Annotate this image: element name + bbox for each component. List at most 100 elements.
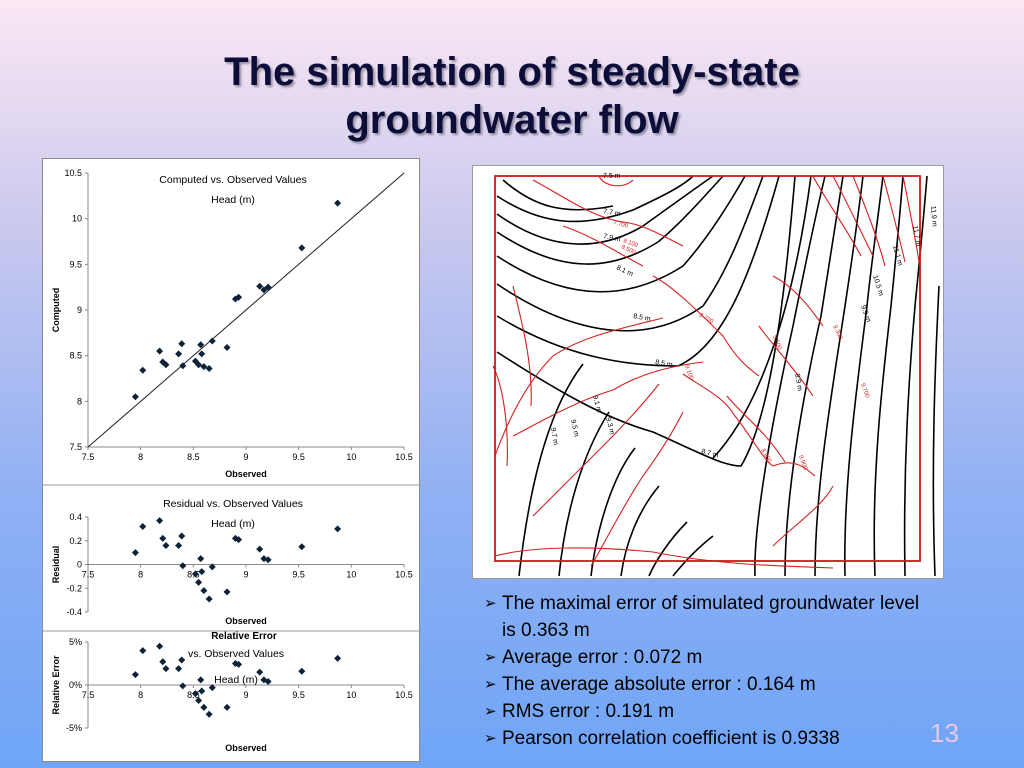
data-point: [198, 568, 206, 576]
y-axis-label: Relative Error: [51, 655, 61, 715]
computed-contour-line: [932, 285, 940, 577]
computed-contour-line: [502, 179, 614, 211]
observed-contour-line: [812, 175, 862, 257]
data-point: [131, 671, 139, 679]
data-point: [264, 556, 272, 564]
observed-contour-line: [772, 462, 816, 477]
bullet-text: The average absolute error : 0.164 m: [502, 674, 816, 695]
computed-contour-label: 7.9 m: [603, 233, 622, 244]
computed-contour-line: [496, 175, 724, 265]
x-tick-label: 9.5: [292, 452, 305, 462]
observed-contour-line: [492, 365, 508, 467]
observed-contour-label: 8.100: [622, 238, 639, 249]
computed-contour-label: 9.3 m: [604, 417, 615, 436]
page-number: 13: [930, 718, 959, 748]
x-tick-label: 8: [138, 690, 143, 700]
bullet-item: ➢ The maximal error of simulated groundwa…: [484, 590, 924, 644]
observed-contour-label: 8.700: [698, 313, 715, 326]
x-tick-label: 10.5: [395, 452, 413, 462]
observed-contour-line: [494, 317, 664, 457]
arrow-bullet-icon: ➢: [484, 595, 497, 612]
model-boundary: [494, 175, 921, 562]
data-point: [223, 588, 231, 596]
arrow-bullet-icon: ➢: [484, 676, 497, 693]
observed-contour-line: [532, 179, 684, 247]
chart-title-line-2: vs. Observed Values: [188, 648, 284, 660]
computed-contour-line: [558, 411, 610, 577]
data-point: [208, 684, 216, 692]
computed-contour-line: [672, 535, 714, 577]
data-point: [179, 562, 187, 570]
computed-contour-label: 9.7 m: [549, 427, 559, 446]
computed-contour-label: 9.5 m: [569, 419, 580, 438]
one-to-one-line: [87, 172, 405, 448]
bullet-item: ➢ RMS error : 0.191 m: [484, 698, 924, 725]
chart-title: Residual vs. Observed Values: [163, 498, 303, 510]
data-point: [159, 534, 167, 542]
computed-contour-label: 8.9 m: [793, 373, 803, 392]
data-point: [235, 536, 243, 544]
data-point: [162, 542, 170, 549]
observed-contour-line: [590, 411, 684, 567]
data-point: [197, 676, 205, 684]
data-point: [195, 361, 203, 369]
scatter-chart-1: 7.5 8 8.5 9 9.5 10 10.5 7.5 8 8.5 9 9.5 10 10.5 Comput…: [51, 168, 413, 479]
data-point: [156, 347, 164, 355]
computed-contour-line: [873, 175, 904, 577]
arrow-bullet-icon: ➢: [484, 703, 497, 720]
slide-title-line-2: groundwater flow: [345, 98, 679, 142]
x-tick-label: 7.5: [82, 570, 95, 580]
data-point: [208, 563, 216, 571]
x-tick-label: 9.5: [292, 570, 305, 580]
data-point: [197, 555, 205, 563]
computed-contour-label: 8.1 m: [615, 264, 634, 278]
contour-map-panel: 7.5 m 7.7 m 7.9 m 8.1 m 8.5 m 8.5 m 8.7 m 8.9 m…: [472, 165, 944, 579]
data-point: [139, 647, 147, 655]
computed-contour-line: [496, 175, 746, 293]
computed-contour-line: [518, 363, 584, 577]
data-point: [223, 343, 231, 351]
data-point: [205, 364, 213, 372]
computed-contour-line: [903, 175, 928, 577]
x-axis-label: Observed: [225, 743, 267, 753]
y-tick-label: 9.5: [69, 259, 82, 269]
x-tick-label: 8: [138, 452, 143, 462]
data-point: [298, 543, 306, 551]
observed-contour-line: [512, 285, 532, 407]
y-tick-label: 7.5: [69, 442, 82, 452]
data-point: [334, 199, 342, 207]
computed-contour-label: 9.1 m: [591, 395, 602, 414]
x-tick-label: 10.5: [395, 690, 413, 700]
observed-contour-line: [512, 361, 704, 437]
arrow-bullet-icon: ➢: [484, 649, 497, 666]
data-point: [191, 570, 199, 578]
computed-contour-line: [620, 485, 660, 577]
arrow-bullet-icon: ➢: [484, 730, 497, 747]
chart-subtitle: Head (m): [211, 194, 255, 206]
computed-contour-line: [814, 175, 864, 577]
computed-contour-line: [590, 447, 636, 577]
data-point: [175, 665, 183, 673]
bullet-text: RMS error : 0.191 m: [502, 701, 675, 722]
y-tick-label: 8: [77, 396, 82, 406]
observed-contour-line: [562, 225, 644, 267]
data-point: [264, 678, 272, 686]
data-point: [198, 350, 206, 358]
x-axis-label: Observed: [225, 616, 267, 626]
y-tick-label: 0.2: [69, 536, 82, 546]
observed-contour-line: [758, 325, 814, 397]
x-tick-label: 8.5: [187, 452, 200, 462]
bullet-text: The maximal error of simulated groundwat…: [502, 593, 920, 641]
data-point: [162, 361, 170, 369]
observed-contour-line: [598, 175, 634, 187]
x-tick-label: 9: [243, 452, 248, 462]
observed-contour-line: [852, 175, 886, 267]
data-point: [178, 656, 186, 664]
x-tick-label: 9.5: [292, 690, 305, 700]
observed-contour-line: [494, 547, 834, 569]
x-tick-label: 9: [243, 690, 248, 700]
slide-title: The simulation of steady-state groundwat…: [0, 48, 1024, 144]
data-point: [235, 293, 243, 301]
y-tick-label: 10: [72, 214, 82, 224]
computed-contour-line: [496, 175, 764, 332]
